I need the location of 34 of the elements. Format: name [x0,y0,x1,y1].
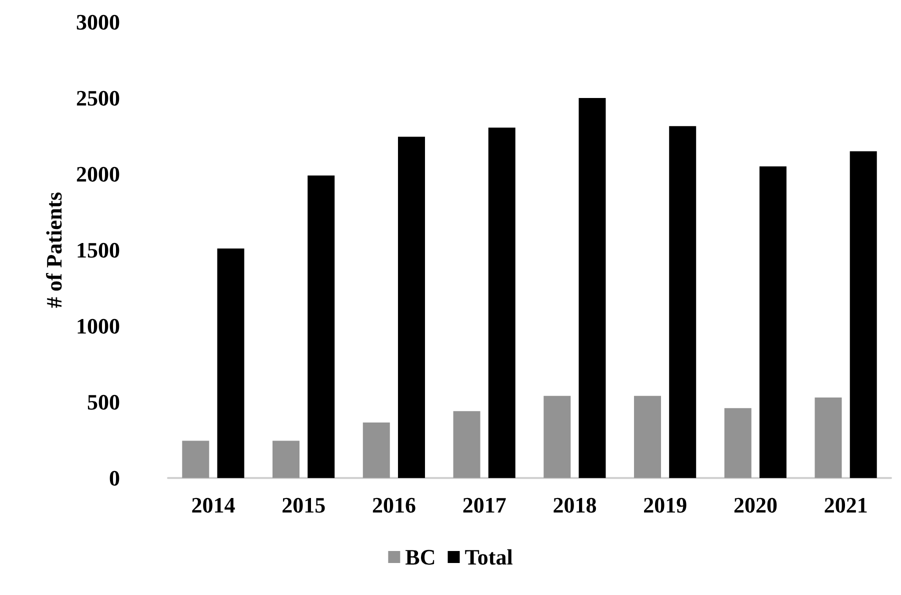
legend-label: Total [464,544,513,570]
bar [308,176,335,478]
bar [544,396,571,478]
y-tick-label: 3000 [76,10,120,34]
bar [578,98,606,478]
bar [488,128,516,478]
bar [217,248,244,478]
bar [814,397,842,478]
x-tick-label: 2021 [824,492,868,518]
x-tick-label: 2017 [462,492,506,518]
x-tick-label: 2015 [282,492,326,518]
bar [453,411,480,478]
y-tick-label: 0 [109,466,120,490]
x-tick-label: 2014 [191,492,236,518]
bar [850,151,877,478]
bar [362,422,390,478]
x-tick-label: 2018 [552,492,597,518]
bar [669,126,696,478]
bar [759,166,786,478]
y-tick-label: 2000 [76,162,120,186]
bar [634,396,662,478]
bar [724,408,752,478]
x-tick-label: 2020 [733,492,778,518]
x-tick-label: 2016 [372,492,416,518]
y-axis-title: # of Patients [42,192,67,308]
legend-label: BC [405,544,436,570]
bar [182,440,210,478]
y-tick-label: 1500 [76,238,120,262]
y-tick-label: 1000 [76,314,120,338]
y-tick-label: 500 [87,390,120,414]
y-tick-label: 2500 [76,86,120,110]
bar [398,136,425,478]
x-tick-label: 2019 [643,492,688,518]
bar [272,440,300,478]
